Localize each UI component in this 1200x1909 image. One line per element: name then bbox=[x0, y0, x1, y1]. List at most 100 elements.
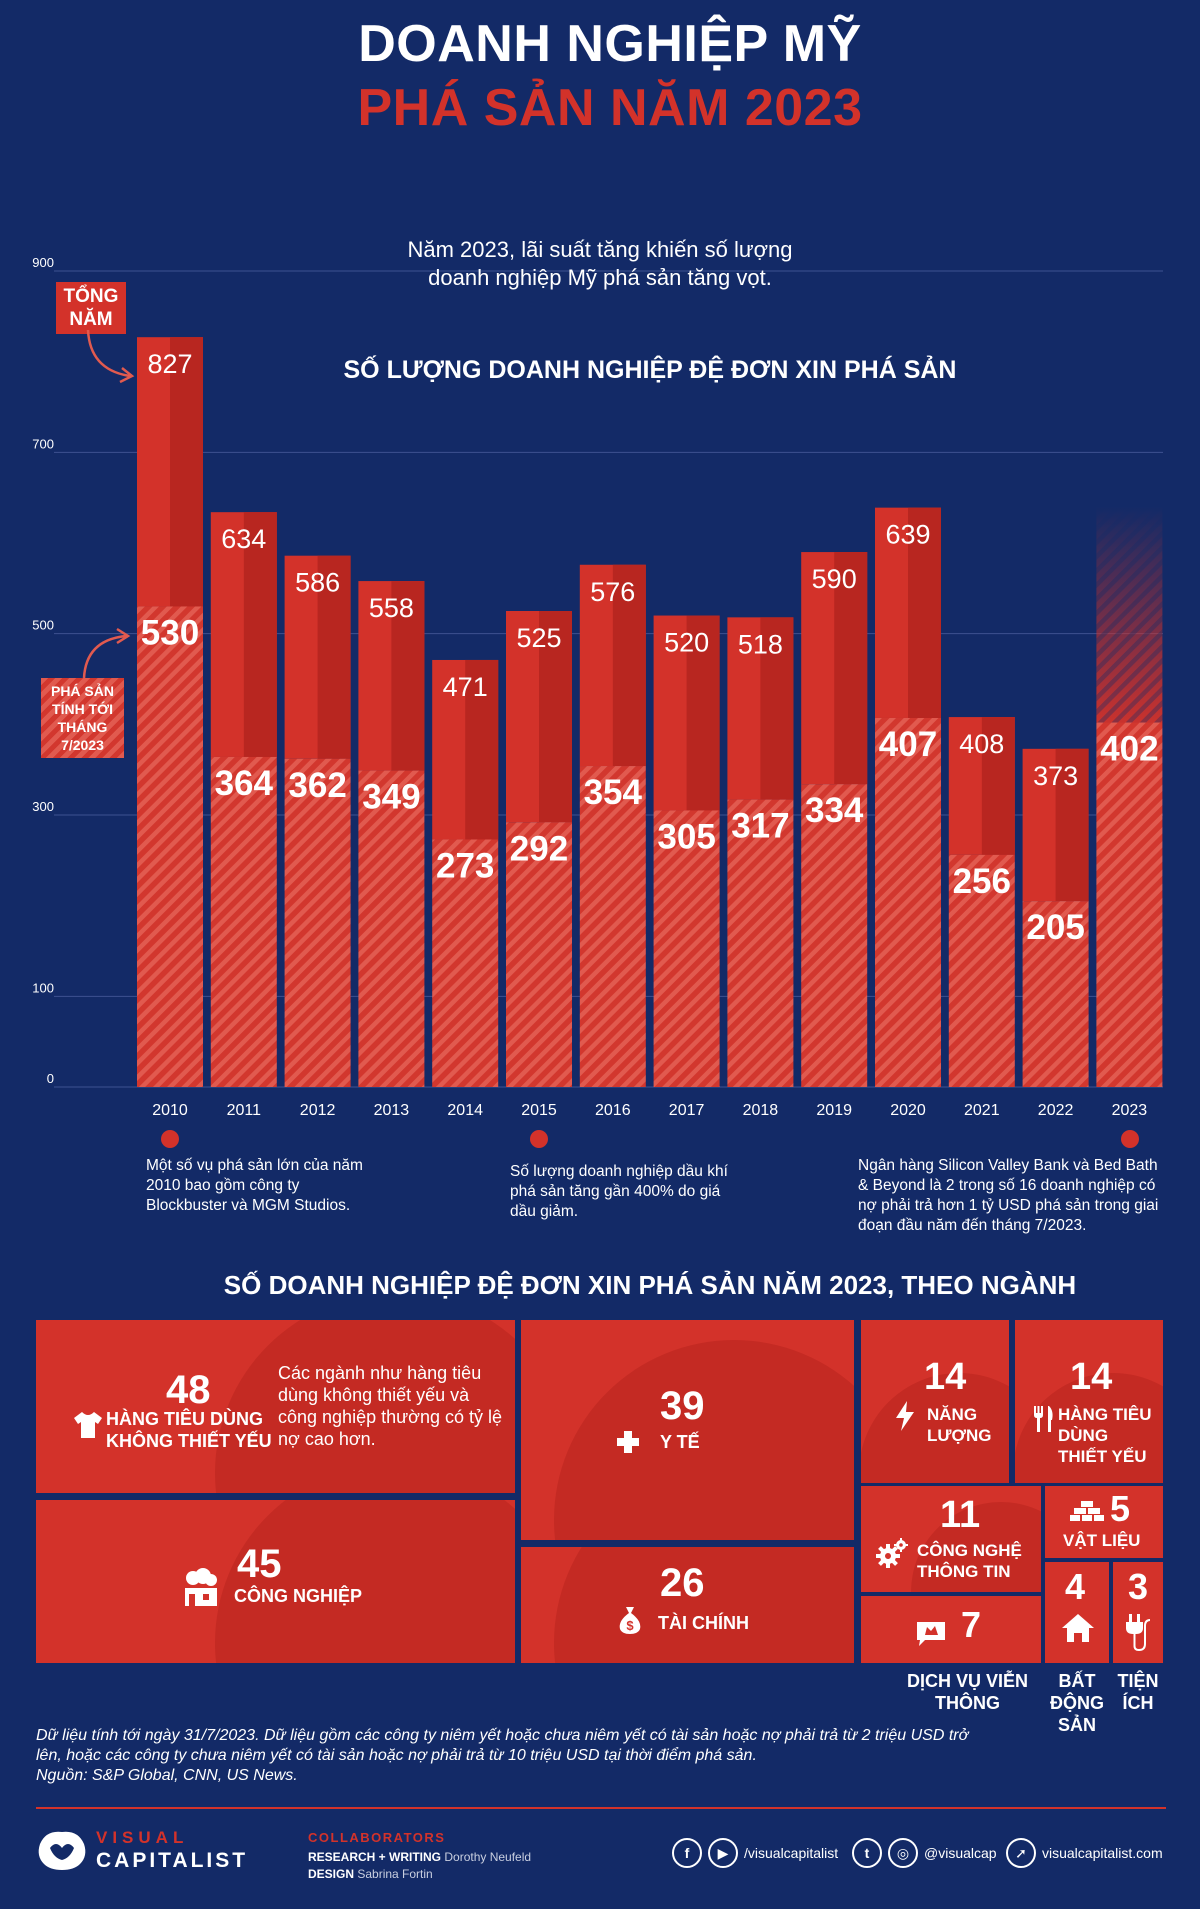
website-text[interactable]: visualcapitalist.com bbox=[1042, 1845, 1163, 1861]
tile-value: 3 bbox=[1128, 1566, 1149, 1607]
tile-value: 26 bbox=[660, 1561, 705, 1605]
page-title: DOANH NGHIỆP MỸ bbox=[358, 15, 862, 73]
real-estate-label-line3: SẢN bbox=[1057, 1715, 1096, 1735]
x-tick-label-2015: 2015 bbox=[521, 1102, 557, 1119]
bar-ytd-2020 bbox=[875, 717, 941, 1087]
instagram-icon[interactable]: ◎ bbox=[888, 1838, 918, 1868]
tile-energy: 14 NĂNG LƯỢNG bbox=[861, 1320, 1009, 1483]
design-name: Sabrina Fortin bbox=[357, 1867, 433, 1881]
legend-total-arrow bbox=[86, 329, 135, 384]
bar-total-shade-2015 bbox=[539, 611, 572, 823]
website-link[interactable]: ➚ visualcapitalist.com bbox=[1006, 1838, 1163, 1868]
bar-total-shade-2012 bbox=[317, 555, 351, 759]
research-name: Dorothy Neufeld bbox=[444, 1850, 532, 1864]
bar-ytd-2021 bbox=[948, 854, 1015, 1087]
label-ytd-2015: 292 bbox=[510, 829, 568, 868]
social-tw-ig[interactable]: t ◎ @visualcap bbox=[852, 1838, 997, 1868]
social-fb-yt[interactable]: f ▶ /visualcapitalist bbox=[672, 1838, 838, 1868]
note-marker-2015 bbox=[530, 1130, 548, 1148]
bar-ytd-2016 bbox=[579, 766, 646, 1087]
bar-total-shade-2010 bbox=[170, 337, 203, 607]
logo-bottom-text: CAPITALIST bbox=[96, 1849, 249, 1872]
house-icon bbox=[1062, 1614, 1094, 1642]
tile-value: 4 bbox=[1065, 1566, 1086, 1607]
tile-label-line2: THÔNG TIN bbox=[917, 1562, 1011, 1581]
plug-icon bbox=[1126, 1614, 1151, 1652]
tile-label: CÔNG NGHIỆP bbox=[234, 1586, 363, 1606]
x-tick-label-2021: 2021 bbox=[964, 1102, 1000, 1119]
tshirt-icon bbox=[74, 1412, 102, 1438]
label-total-2015: 525 bbox=[516, 623, 561, 653]
sector-section-title: SỐ DOANH NGHIỆP ĐỆ ĐƠN XIN PHÁ SẢN NĂM 2… bbox=[223, 1270, 1077, 1300]
tile-industrials: 45 CÔNG NGHIỆP bbox=[36, 1500, 515, 1663]
bar-total-shade-2018 bbox=[760, 617, 794, 800]
label-ytd-2019: 334 bbox=[805, 791, 864, 830]
twitter-icon[interactable]: t bbox=[852, 1838, 882, 1868]
collaborators-title: COLLABORATORS bbox=[308, 1830, 446, 1845]
bar-ytd-2012 bbox=[284, 758, 351, 1087]
legend-total-year: TỔNG NĂM bbox=[56, 282, 126, 334]
x-tick-label-2017: 2017 bbox=[669, 1102, 705, 1119]
label-total-2019: 590 bbox=[812, 564, 857, 594]
gear-icon bbox=[876, 1538, 908, 1568]
x-tick-label-2020: 2020 bbox=[890, 1102, 926, 1119]
x-tick-label-2019: 2019 bbox=[816, 1102, 852, 1119]
label-total-2022: 373 bbox=[1033, 761, 1078, 791]
visual-capitalist-logo-icon bbox=[38, 1831, 86, 1870]
utilities-label-line1: TIỆN bbox=[1117, 1671, 1159, 1691]
real-estate-label-line2: ĐỘNG bbox=[1050, 1693, 1104, 1713]
label-total-2012: 586 bbox=[295, 568, 340, 598]
label-ytd-2012: 362 bbox=[288, 766, 346, 805]
y-tick-label: 0 bbox=[47, 1071, 54, 1086]
label-ytd-2017: 305 bbox=[657, 817, 715, 856]
tile-healthcare: 39 Y TẾ bbox=[521, 1320, 854, 1540]
label-ytd-2016: 354 bbox=[584, 773, 643, 812]
footer-divider bbox=[36, 1807, 1166, 1809]
utilities-label-line2: ÍCH bbox=[1122, 1693, 1154, 1713]
tile-real-estate: 4 bbox=[1045, 1562, 1109, 1663]
tile-label-line2: KHÔNG THIẾT YẾU bbox=[106, 1431, 272, 1451]
svg-text:$: $ bbox=[626, 1618, 634, 1633]
label-ytd-2023: 402 bbox=[1100, 730, 1158, 769]
bankruptcy-bar-chart: 0 100 300 500 700 900 827 530 2010 634 364 2011 586 3… bbox=[32, 255, 1163, 1119]
bricks-icon bbox=[1070, 1501, 1104, 1521]
tile-value: 48 bbox=[166, 1368, 211, 1412]
cursor-icon[interactable]: ➚ bbox=[1006, 1838, 1036, 1868]
tile-label-line1: HÀNG TIÊU bbox=[1058, 1405, 1152, 1424]
x-tick-label-2010: 2010 bbox=[152, 1102, 188, 1119]
bar-projection-stripes-2023 bbox=[1096, 506, 1163, 723]
bar-total-shade-2017 bbox=[686, 615, 720, 811]
tile-value: 14 bbox=[1070, 1356, 1113, 1398]
medical-cross-icon bbox=[617, 1431, 639, 1453]
design-label: DESIGN bbox=[308, 1867, 355, 1881]
tile-consumer-discretionary: 48 HÀNG TIÊU DÙNG KHÔNG THIẾT YẾU Các ng… bbox=[36, 1320, 515, 1493]
label-total-2010: 827 bbox=[147, 349, 192, 379]
x-tick-label-2023: 2023 bbox=[1112, 1102, 1148, 1119]
footnote-source: Nguồn: S&P Global, CNN, US News. bbox=[36, 1767, 298, 1784]
label-total-2020: 639 bbox=[885, 520, 930, 550]
bar-total-shade-2013 bbox=[391, 581, 425, 771]
tile-value: 14 bbox=[924, 1356, 967, 1398]
tile-label: TÀI CHÍNH bbox=[658, 1613, 749, 1633]
label-ytd-2014: 273 bbox=[436, 846, 494, 885]
bar-total-shade-2021 bbox=[981, 717, 1015, 855]
note-2010: Một số vụ phá sản lớn của năm 2010 bao g… bbox=[146, 1157, 363, 1214]
fork-knife-icon bbox=[1034, 1406, 1053, 1432]
y-tick-label: 100 bbox=[32, 980, 54, 995]
bar-total-shade-2011 bbox=[243, 512, 277, 757]
label-ytd-2020: 407 bbox=[879, 725, 937, 764]
intro-text: Năm 2023, lãi suất tăng khiến số lượng d… bbox=[407, 237, 793, 290]
note-marker-2010 bbox=[161, 1130, 179, 1148]
tile-label: VẬT LIỆU bbox=[1063, 1531, 1141, 1550]
tile-value: 39 bbox=[660, 1384, 705, 1428]
bar-total-shade-2019 bbox=[834, 552, 868, 785]
social-handle-visualcapitalist[interactable]: /visualcapitalist bbox=[744, 1845, 839, 1861]
label-total-2011: 634 bbox=[221, 524, 266, 554]
tile-label-line3: THIẾT YẾU bbox=[1058, 1447, 1147, 1466]
bar-total-shade-2014 bbox=[465, 659, 499, 840]
facebook-icon[interactable]: f bbox=[672, 1838, 702, 1868]
social-handle-visualcap[interactable]: @visualcap bbox=[924, 1845, 997, 1861]
bar-total-shade-2016 bbox=[612, 564, 646, 767]
youtube-icon[interactable]: ▶ bbox=[708, 1838, 738, 1868]
credits-design: DESIGN Sabrina Fortin bbox=[308, 1867, 433, 1881]
